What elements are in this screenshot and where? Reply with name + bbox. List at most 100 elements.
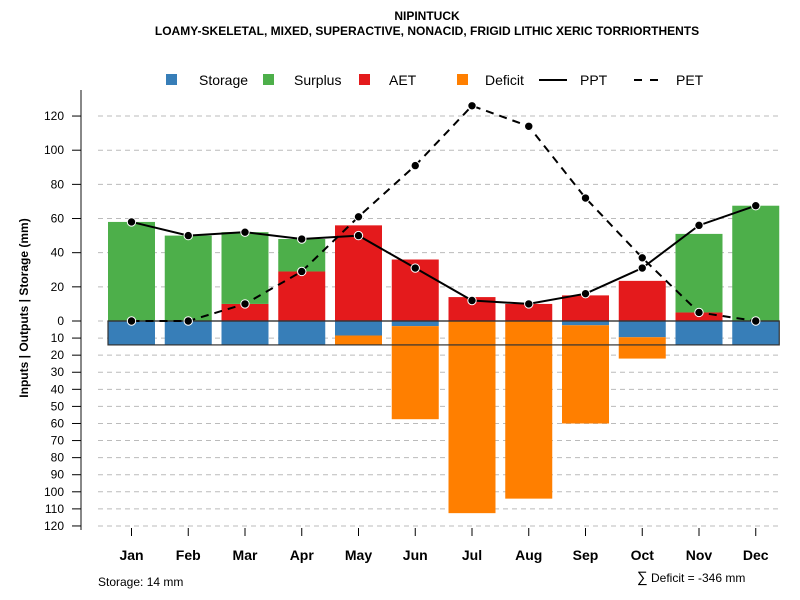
ppt-line-point bbox=[353, 230, 364, 241]
bar-surplus bbox=[164, 235, 212, 321]
ppt-line-point bbox=[240, 227, 250, 237]
deficit-note: Deficit = -346 mm bbox=[651, 571, 745, 585]
x-tick-label: Nov bbox=[686, 547, 713, 563]
pet-line-point bbox=[240, 299, 250, 309]
bar-surplus bbox=[108, 221, 155, 321]
y-tick-label: 50 bbox=[51, 399, 65, 413]
deficit-symbol: ∑ bbox=[637, 569, 648, 586]
pet-line-point bbox=[580, 193, 591, 203]
x-tick-label: May bbox=[345, 547, 372, 563]
bar-storage bbox=[278, 321, 326, 345]
x-tick-label: Sep bbox=[573, 547, 599, 563]
bar-aet bbox=[505, 303, 553, 321]
ppt-line-point bbox=[580, 288, 591, 299]
bar-surplus bbox=[278, 239, 326, 272]
y-tick-label: 60 bbox=[51, 212, 65, 226]
bar-surplus bbox=[732, 205, 780, 321]
x-tick-label: Mar bbox=[233, 547, 258, 563]
y-tick-label: 100 bbox=[44, 143, 64, 157]
y-tick-label: 20 bbox=[51, 280, 65, 294]
bar-aet bbox=[618, 280, 666, 321]
y-tick-label: 40 bbox=[51, 382, 65, 396]
legend-label-pet: PET bbox=[676, 72, 704, 88]
y-tick-label: 70 bbox=[51, 434, 65, 448]
x-tick-label: Jul bbox=[462, 547, 482, 563]
ppt-line-point bbox=[467, 295, 477, 306]
y-tick-label: 20 bbox=[51, 348, 65, 362]
bar-storage bbox=[675, 321, 723, 345]
ppt-line-point bbox=[637, 263, 647, 273]
ppt-line-point bbox=[524, 299, 534, 309]
pet-line-point bbox=[467, 101, 477, 111]
storage-note: Storage: 14 mm bbox=[98, 575, 183, 589]
y-tick-label: 80 bbox=[51, 451, 65, 465]
bar-aet bbox=[335, 225, 382, 321]
y-tick-label: 110 bbox=[45, 502, 64, 516]
x-axis: Jan Feb Mar Apr May Jun Jul Aug Sep Oct Nov Dec bbox=[119, 528, 769, 563]
y-axis-label: Inputs | Outputs | Storage (mm) bbox=[17, 218, 31, 397]
pet-line-point bbox=[694, 307, 704, 318]
bar-storage bbox=[108, 321, 155, 345]
legend-label-surplus: Surplus bbox=[294, 72, 341, 88]
y-tick-label: 120 bbox=[44, 519, 64, 533]
x-tick-label: Dec bbox=[743, 547, 769, 563]
x-tick-label: Apr bbox=[290, 547, 315, 563]
bar-surplus bbox=[221, 232, 269, 304]
ppt-line-point bbox=[183, 230, 193, 241]
x-tick-label: Jun bbox=[403, 547, 428, 563]
x-tick-label: Oct bbox=[631, 547, 655, 563]
pet-line-point bbox=[183, 316, 193, 326]
chart-title: NIPINTUCK bbox=[394, 9, 460, 23]
ppt-line bbox=[131, 204, 757, 305]
legend-label-storage: Storage bbox=[199, 72, 248, 88]
pet-line-point bbox=[524, 121, 534, 131]
legend-label-ppt: PPT bbox=[580, 72, 608, 88]
pet-line-point bbox=[410, 160, 420, 171]
ppt-line-point bbox=[410, 263, 420, 273]
chart-subtitle: LOAMY-SKELETAL, MIXED, SUPERACTIVE, NONA… bbox=[155, 24, 699, 38]
y-tick-label: 100 bbox=[44, 485, 64, 499]
bar-deficit bbox=[448, 321, 496, 514]
y-tick-label: 30 bbox=[51, 365, 65, 379]
x-tick-label: Feb bbox=[176, 547, 201, 563]
bars bbox=[108, 205, 780, 514]
ppt-line-point bbox=[751, 201, 761, 211]
bar-storage bbox=[618, 321, 666, 338]
points bbox=[126, 101, 761, 326]
pet-line-point bbox=[353, 212, 364, 222]
pet-line-point bbox=[751, 316, 761, 326]
bar-deficit bbox=[335, 335, 382, 345]
legend-label-deficit: Deficit bbox=[485, 72, 524, 88]
bar-storage bbox=[562, 321, 609, 326]
legend-swatch-deficit bbox=[457, 74, 468, 85]
bar-storage bbox=[335, 321, 382, 336]
ppt-line-point bbox=[126, 217, 137, 227]
legend-swatch-surplus bbox=[263, 74, 274, 85]
lines bbox=[131, 104, 757, 322]
bar-aet bbox=[562, 295, 609, 321]
y-axis: 0 20 40 60 80 100 120 10 20 30 40 50 60 70 80 90 100 110 1… bbox=[44, 109, 81, 533]
bar-storage bbox=[164, 321, 212, 345]
y-tick-label: 40 bbox=[51, 246, 65, 260]
bar-storage bbox=[391, 321, 439, 327]
bar-deficit bbox=[505, 321, 553, 499]
ppt-line-point bbox=[694, 220, 704, 231]
bar-deficit bbox=[618, 337, 666, 359]
pet-line-point bbox=[126, 316, 137, 326]
bar-surplus bbox=[675, 233, 723, 313]
y-tick-label: 0 bbox=[57, 314, 64, 328]
pet-line-point bbox=[297, 266, 307, 277]
legend: Storage Surplus AET Deficit PPT PET bbox=[166, 72, 704, 88]
bar-deficit bbox=[391, 326, 439, 420]
y-tick-label: 60 bbox=[51, 416, 65, 430]
legend-swatch-aet bbox=[359, 74, 370, 85]
y-tick-label: 80 bbox=[51, 177, 65, 191]
bar-deficit bbox=[562, 325, 609, 424]
x-tick-label: Aug bbox=[515, 547, 542, 563]
legend-swatch-storage bbox=[166, 74, 177, 85]
y-tick-label: 120 bbox=[44, 109, 64, 123]
ppt-line-point bbox=[297, 234, 307, 244]
bar-aet bbox=[448, 297, 496, 321]
pet-line-point bbox=[637, 253, 647, 263]
legend-label-aet: AET bbox=[389, 72, 417, 88]
